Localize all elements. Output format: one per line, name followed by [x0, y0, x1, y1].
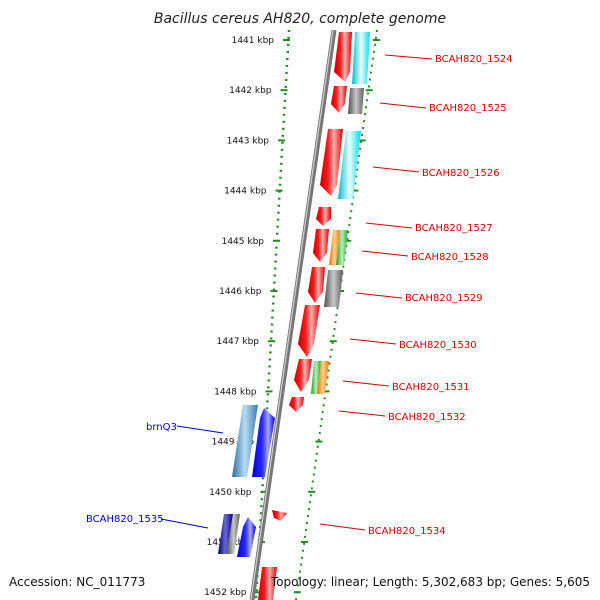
ruler-tick-label: 1450 kbp: [209, 488, 252, 498]
feature-block-gray[interactable]: [348, 88, 364, 114]
ruler-tick-label: 1443 kbp: [227, 136, 270, 146]
gene-label[interactable]: BCAH820_1535: [86, 514, 164, 525]
genome-summary-text: Topology: linear; Length: 5,302,683 bp; …: [270, 575, 590, 589]
feature-block-gray[interactable]: [227, 514, 240, 554]
right-label-leaders: [319, 54, 433, 531]
gene-arrow-forward[interactable]: [334, 32, 352, 82]
gene-label[interactable]: brnQ3: [146, 422, 177, 433]
gene-label[interactable]: BCAH820_1528: [411, 252, 489, 263]
gene-label[interactable]: BCAH820_1527: [415, 223, 493, 234]
ruler-tick-label: 1447 kbp: [217, 337, 260, 347]
accession-text: Accession: NC_011773: [9, 575, 145, 589]
ruler-tick-label: 1442 kbp: [229, 86, 272, 96]
left-gene-labels: brnQ3 BCAH820_1535: [86, 422, 177, 525]
gene-features: [218, 32, 370, 600]
feature-block-navy[interactable]: [218, 514, 233, 554]
ruler-tick-label: 1452 kbp: [204, 588, 247, 598]
gene-arrow-forward[interactable]: [298, 305, 320, 357]
ruler-axis: 1441 kbp 1442 kbp 1443 kbp 1444 kbp 1445 kbp…: [204, 29, 380, 600]
gene-label[interactable]: BCAH820_1532: [388, 412, 466, 423]
gene-arrow-forward[interactable]: [289, 397, 304, 412]
gene-arrow-forward[interactable]: [272, 510, 287, 521]
gene-label[interactable]: BCAH820_1529: [405, 293, 483, 304]
ruler-tick-label: 1448 kbp: [214, 387, 257, 397]
gene-arrow-forward[interactable]: [320, 129, 343, 196]
left-label-leaders: [160, 425, 224, 529]
gene-label[interactable]: BCAH820_1526: [422, 168, 500, 179]
feature-block-cyan[interactable]: [338, 131, 361, 199]
ruler-tick-label: 1441 kbp: [232, 36, 275, 46]
feature-block-orange[interactable]: [329, 230, 340, 265]
gene-label[interactable]: BCAH820_1530: [399, 340, 477, 351]
ruler-tick-label: 1446 kbp: [219, 287, 262, 297]
feature-block-green[interactable]: [336, 230, 348, 265]
feature-block-steelblue[interactable]: [232, 405, 258, 477]
feature-block-cyan[interactable]: [352, 32, 370, 84]
gene-arrow-forward[interactable]: [331, 86, 347, 113]
right-gene-labels: BCAH820_1524 BCAH820_1525 BCAH820_1526 B…: [368, 54, 513, 537]
sequence-backbone-highlight: [250, 29, 334, 600]
genome-title: Bacillus cereus AH820, complete genome: [154, 11, 446, 27]
gene-arrow-reverse[interactable]: [237, 517, 256, 557]
gene-label[interactable]: BCAH820_1531: [392, 382, 470, 393]
gene-label[interactable]: BCAH820_1525: [429, 103, 507, 114]
feature-block-gray[interactable]: [324, 270, 343, 307]
track-guide-line: [295, 29, 378, 600]
gene-arrow-forward[interactable]: [316, 207, 331, 226]
gene-label[interactable]: BCAH820_1524: [435, 54, 513, 65]
ruler-tick-label: 1449 kbp: [212, 438, 255, 448]
gene-label[interactable]: BCAH820_1534: [368, 526, 446, 537]
ruler-tick-label: 1445 kbp: [222, 237, 265, 247]
gene-arrow-forward[interactable]: [258, 567, 277, 600]
sequence-backbone: [249, 29, 337, 600]
ruler-tick-label: 1444 kbp: [224, 187, 267, 197]
gene-arrow-forward[interactable]: [308, 267, 325, 303]
feature-block-orange[interactable]: [317, 361, 329, 394]
gene-arrow-forward[interactable]: [313, 229, 329, 262]
gene-arrow-reverse[interactable]: [252, 408, 275, 477]
gene-arrow-forward[interactable]: [294, 359, 312, 392]
